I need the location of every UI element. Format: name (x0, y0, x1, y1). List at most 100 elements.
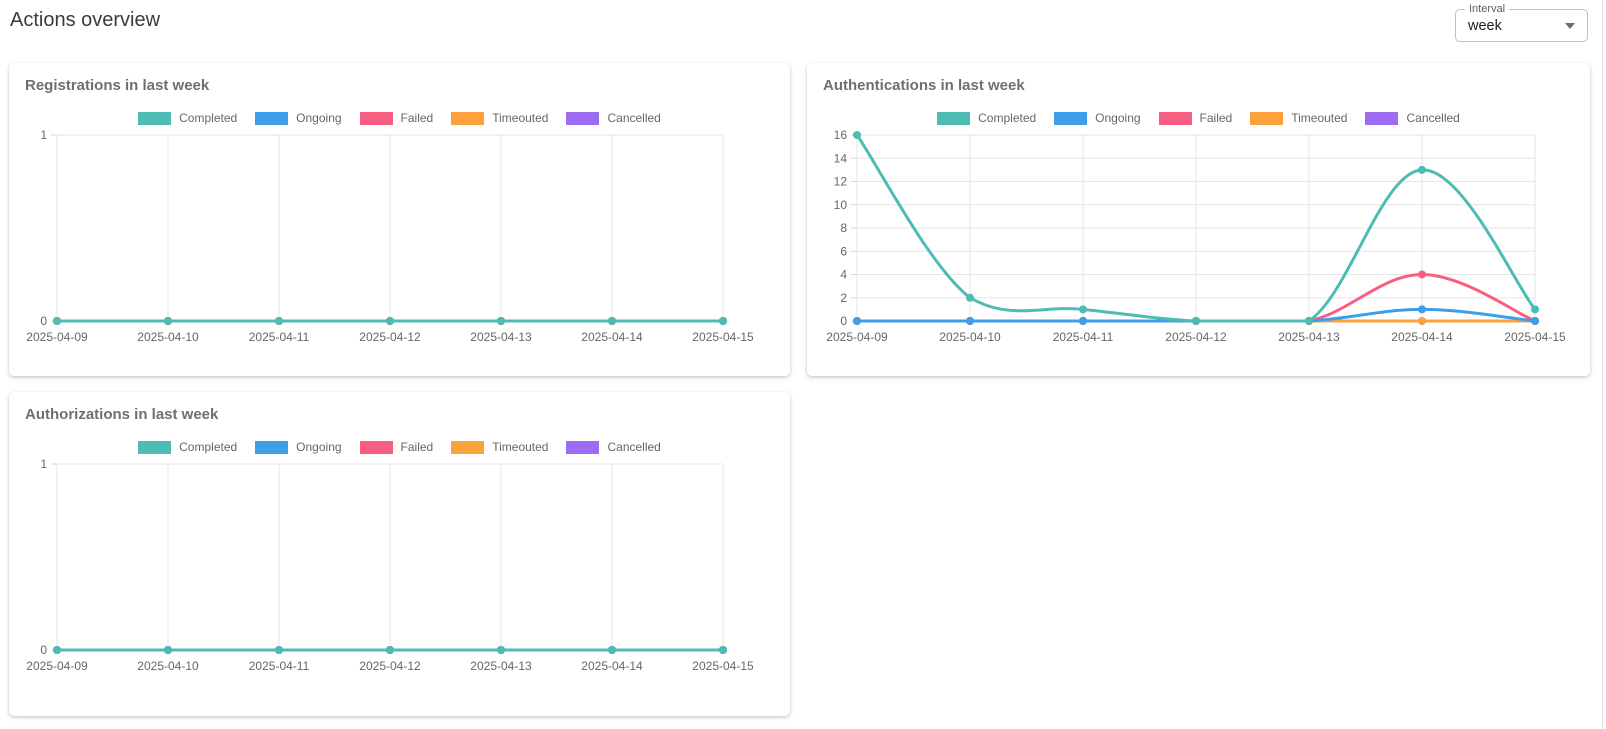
y-tick-label: 12 (834, 175, 848, 189)
y-tick-label: 14 (834, 151, 848, 165)
legend-label: Cancelled (607, 440, 661, 454)
y-tick-label: 16 (834, 129, 848, 142)
data-point (1192, 317, 1200, 325)
series-completed (53, 646, 727, 654)
legend-item-timeouted[interactable]: Timeouted (451, 111, 548, 125)
legend-swatch (451, 111, 485, 125)
x-tick-label: 2025-04-10 (939, 330, 1001, 344)
legend-label: Cancelled (607, 111, 661, 125)
x-tick-label: 2025-04-14 (581, 659, 643, 673)
legend-label: Completed (179, 111, 238, 125)
scrollbar-track[interactable] (1602, 0, 1606, 729)
x-tick-labels: 2025-04-09 2025-04-10 2025-04-11 2025-04-12… (26, 330, 754, 344)
x-tick-label: 2025-04-13 (470, 330, 532, 344)
legend-item-ongoing[interactable]: Ongoing (255, 111, 342, 125)
data-point (53, 646, 61, 654)
legend-item-timeouted[interactable]: Timeouted (451, 440, 548, 454)
data-point (1531, 305, 1539, 314)
legend-swatch (937, 111, 971, 125)
series-completed (53, 317, 727, 325)
y-gridlines: 0 2 4 6 8 10 12 14 16 (834, 129, 1535, 328)
x-tick-labels: 2025-04-09 2025-04-10 2025-04-11 2025-04-12… (26, 659, 754, 673)
legend-item-failed[interactable]: Failed (359, 111, 433, 125)
y-tick-label: 6 (840, 244, 847, 258)
interval-label: Interval (1465, 3, 1510, 15)
legend-label: Ongoing (1095, 111, 1141, 125)
chart-title-authentications: Authentications in last week (823, 77, 1025, 94)
legend-item-timeouted[interactable]: Timeouted (1250, 111, 1347, 125)
data-point (1531, 317, 1539, 325)
data-point (386, 646, 394, 654)
chart-title-authorizations: Authorizations in last week (25, 406, 219, 423)
chart-legend: Completed Ongoing Failed Timeouted Cancelled (807, 111, 1590, 125)
interval-value: week (1468, 17, 1502, 34)
y-gridlines: 01 (40, 129, 723, 328)
legend-swatch (138, 111, 172, 125)
legend-item-completed[interactable]: Completed (937, 111, 1036, 125)
legend-swatch (1365, 111, 1399, 125)
legend-swatch (359, 440, 393, 454)
legend-label: Timeouted (492, 111, 549, 125)
y-tick-label: 4 (840, 268, 847, 282)
y-tick-label: 8 (840, 221, 847, 235)
legend-item-completed[interactable]: Completed (138, 111, 237, 125)
legend-swatch (255, 111, 289, 125)
data-point (53, 317, 61, 325)
chart-title-registrations: Registrations in last week (25, 77, 210, 94)
data-point (386, 317, 394, 325)
legend-item-cancelled[interactable]: Cancelled (1365, 111, 1460, 125)
y-tick-label: 10 (834, 198, 848, 212)
y-tick-label: 0 (40, 314, 47, 328)
chart-canvas-authentications: 0 2 4 6 8 10 12 14 16 2025-04-09 2025-04-10 2025-04… (826, 129, 1566, 344)
legend-swatch (359, 111, 393, 125)
legend-label: Completed (179, 440, 238, 454)
data-point (1418, 305, 1426, 314)
x-tick-label: 2025-04-12 (1165, 330, 1227, 344)
legend-swatch (1250, 111, 1284, 125)
data-point (164, 646, 172, 654)
x-tick-labels: 2025-04-09 2025-04-10 2025-04-11 2025-04-12… (826, 330, 1566, 344)
interval-select[interactable]: Interval week (1455, 3, 1588, 42)
x-tick-label: 2025-04-15 (1504, 330, 1566, 344)
y-tick-label: 0 (840, 314, 847, 328)
x-tick-label: 2025-04-14 (1391, 330, 1453, 344)
data-point (608, 317, 616, 325)
y-tick-label: 0 (40, 643, 47, 657)
y-tick-label: 1 (40, 129, 47, 142)
y-gridlines: 01 (40, 458, 723, 657)
legend-item-cancelled[interactable]: Cancelled (566, 440, 661, 454)
x-tick-label: 2025-04-11 (249, 659, 310, 673)
card-authentications: Authentications in last week Completed On… (807, 63, 1590, 376)
x-tick-label: 2025-04-13 (1278, 330, 1340, 344)
legend-label: Ongoing (296, 440, 342, 454)
x-tick-label: 2025-04-14 (581, 330, 643, 344)
data-point (853, 131, 861, 139)
legend-item-ongoing[interactable]: Ongoing (255, 440, 342, 454)
legend-swatch (566, 440, 600, 454)
data-point (497, 646, 505, 654)
legend-item-cancelled[interactable]: Cancelled (566, 111, 661, 125)
legend-item-completed[interactable]: Completed (138, 440, 237, 454)
data-point (719, 317, 727, 325)
x-tick-label: 2025-04-15 (692, 659, 754, 673)
legend-swatch (255, 440, 289, 454)
legend-item-ongoing[interactable]: Ongoing (1054, 111, 1141, 125)
data-point (608, 646, 616, 654)
legend-label: Timeouted (492, 440, 549, 454)
legend-label: Failed (400, 440, 434, 454)
data-point (497, 317, 505, 325)
data-point (1418, 270, 1426, 279)
chevron-down-icon (1565, 22, 1575, 29)
legend-label: Cancelled (1406, 111, 1460, 125)
y-tick-label: 2 (840, 291, 847, 305)
legend-item-failed[interactable]: Failed (1158, 111, 1232, 125)
legend-item-failed[interactable]: Failed (359, 440, 434, 454)
x-tick-label: 2025-04-09 (826, 330, 888, 344)
chart-legend: Completed Ongoing Failed Timeouted Cancelled (9, 440, 790, 454)
card-registrations: Registrations in last week Completed Ongo… (9, 63, 790, 376)
x-tick-label: 2025-04-10 (137, 659, 199, 673)
x-tick-label: 2025-04-12 (359, 330, 421, 344)
x-gridlines (56, 135, 724, 321)
x-tick-label: 2025-04-11 (249, 330, 310, 344)
